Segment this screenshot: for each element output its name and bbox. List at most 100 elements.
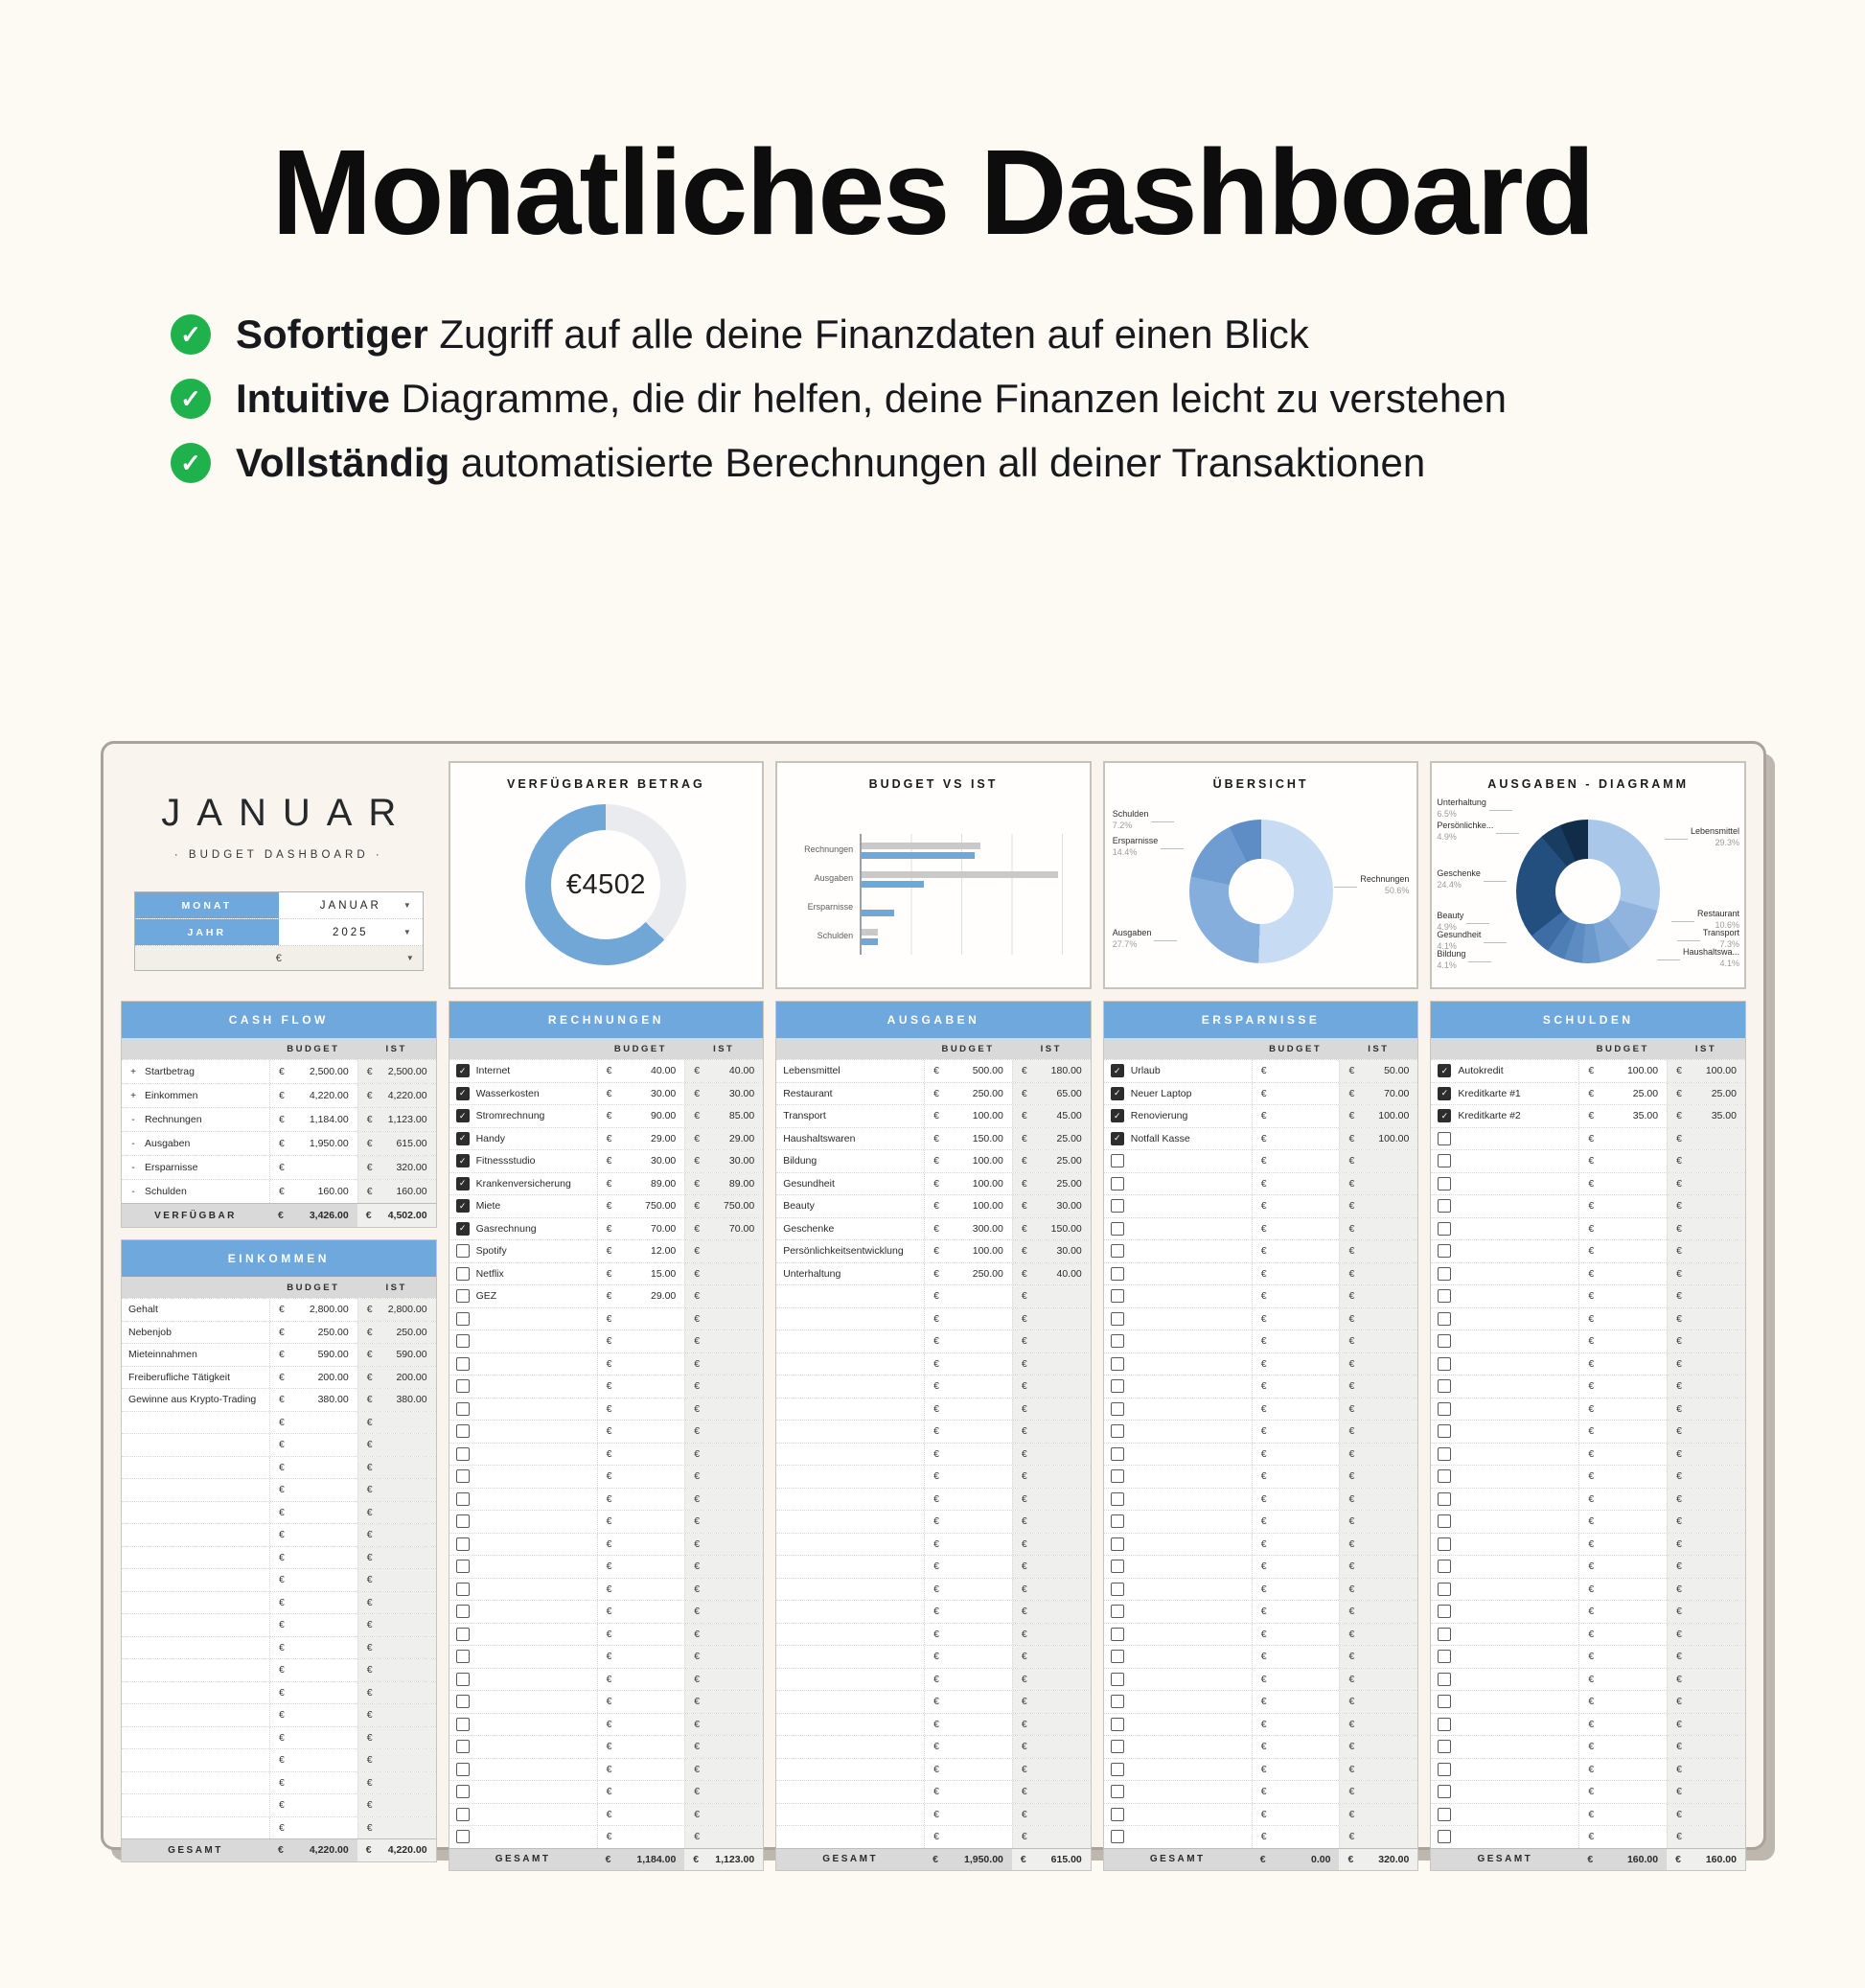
budget-cell[interactable]: € <box>1251 1488 1340 1510</box>
row-label-cell[interactable] <box>776 1691 924 1713</box>
checkbox-unchecked[interactable] <box>455 1672 470 1686</box>
month-select[interactable]: JANUAR ▼ <box>278 892 423 918</box>
checkbox-unchecked[interactable] <box>1438 1131 1452 1145</box>
budget-cell[interactable]: € <box>924 1758 1012 1780</box>
budget-cell[interactable]: € <box>596 1488 685 1510</box>
ist-cell[interactable]: € <box>684 1623 764 1645</box>
ist-cell[interactable]: € <box>1667 1646 1745 1668</box>
row-label-cell[interactable]: Gehalt <box>122 1299 269 1321</box>
ist-cell[interactable]: € <box>1011 1736 1091 1758</box>
ist-cell[interactable]: € <box>684 1713 764 1735</box>
checkbox-unchecked[interactable] <box>1438 1491 1452 1506</box>
checkbox-unchecked[interactable] <box>1110 1695 1124 1709</box>
ist-cell[interactable]: €70.00 <box>684 1217 764 1239</box>
row-label-cell[interactable] <box>1104 1759 1252 1781</box>
ist-cell[interactable]: € <box>1339 1352 1418 1375</box>
ist-cell[interactable]: € <box>684 1781 764 1803</box>
checkbox-unchecked[interactable] <box>1438 1650 1452 1664</box>
ist-cell[interactable]: € <box>357 1614 436 1636</box>
row-label-cell[interactable] <box>449 1511 597 1533</box>
checkbox-unchecked[interactable] <box>1110 1356 1124 1371</box>
budget-cell[interactable]: €500.00 <box>924 1060 1012 1082</box>
ist-cell[interactable]: € <box>1011 1488 1091 1510</box>
budget-cell[interactable]: € <box>596 1668 685 1690</box>
ist-cell[interactable]: €25.00 <box>1011 1172 1091 1194</box>
budget-cell[interactable]: € <box>596 1421 685 1443</box>
row-label-cell[interactable]: Geschenke <box>776 1218 924 1240</box>
ist-cell[interactable]: €25.00 <box>1011 1127 1091 1149</box>
row-label-cell[interactable] <box>1104 1466 1252 1488</box>
ist-cell[interactable]: €40.00 <box>684 1060 764 1082</box>
ist-cell[interactable]: € <box>1667 1421 1745 1443</box>
row-label-cell[interactable] <box>1431 1353 1578 1375</box>
ist-cell[interactable]: €35.00 <box>1667 1105 1745 1127</box>
ist-cell[interactable]: €25.00 <box>1667 1082 1745 1104</box>
ist-cell[interactable]: €2,800.00 <box>357 1299 436 1321</box>
row-label-cell[interactable] <box>449 1534 597 1556</box>
row-label-cell[interactable] <box>449 1669 597 1691</box>
ist-cell[interactable]: €85.00 <box>684 1105 764 1127</box>
checkbox-unchecked[interactable] <box>1438 1244 1452 1259</box>
row-label-cell[interactable] <box>1104 1534 1252 1556</box>
ist-cell[interactable]: € <box>684 1307 764 1329</box>
row-label-cell[interactable]: + Startbetrag <box>122 1060 269 1083</box>
budget-cell[interactable]: € <box>1251 1578 1340 1600</box>
ist-cell[interactable]: € <box>1011 1668 1091 1690</box>
budget-cell[interactable]: € <box>1251 1601 1340 1623</box>
budget-cell[interactable]: € <box>1578 1691 1667 1713</box>
budget-cell[interactable]: € <box>1251 1713 1340 1735</box>
row-label-cell[interactable] <box>1431 1173 1578 1195</box>
row-label-cell[interactable] <box>1431 1646 1578 1668</box>
row-label-cell[interactable] <box>776 1285 924 1307</box>
checkbox-unchecked[interactable] <box>1110 1311 1124 1326</box>
ist-cell[interactable]: € <box>684 1736 764 1758</box>
budget-cell[interactable]: € <box>924 1398 1012 1420</box>
checkbox-unchecked[interactable] <box>1110 1830 1124 1844</box>
ist-cell[interactable]: € <box>1667 1172 1745 1194</box>
row-label-cell[interactable]: ✓ Fitnessstudio <box>449 1150 597 1172</box>
budget-cell[interactable]: € <box>1251 1556 1340 1578</box>
budget-cell[interactable]: € <box>596 1533 685 1555</box>
ist-cell[interactable]: € <box>1339 1421 1418 1443</box>
row-label-cell[interactable] <box>776 1781 924 1803</box>
ist-cell[interactable]: € <box>1011 1285 1091 1307</box>
budget-cell[interactable]: € <box>1251 1466 1340 1488</box>
row-label-cell[interactable] <box>776 1759 924 1781</box>
budget-cell[interactable]: € <box>268 1749 357 1771</box>
budget-cell[interactable]: €30.00 <box>596 1082 685 1104</box>
ist-cell[interactable]: € <box>684 1443 764 1465</box>
ist-cell[interactable]: € <box>1339 1398 1418 1420</box>
row-label-cell[interactable] <box>449 1826 597 1848</box>
ist-cell[interactable]: € <box>1011 1398 1091 1420</box>
row-label-cell[interactable] <box>1431 1263 1578 1285</box>
checkbox-unchecked[interactable] <box>1438 1627 1452 1641</box>
row-label-cell[interactable] <box>1104 1375 1252 1398</box>
checkbox-unchecked[interactable] <box>455 1785 470 1799</box>
checkbox-unchecked[interactable] <box>1110 1582 1124 1596</box>
ist-cell[interactable]: € <box>1011 1443 1091 1465</box>
checkbox-unchecked[interactable] <box>1110 1154 1124 1168</box>
row-label-cell[interactable] <box>449 1308 597 1330</box>
row-label-cell[interactable]: - Ausgaben <box>122 1132 269 1155</box>
budget-cell[interactable]: € <box>924 1488 1012 1510</box>
ist-cell[interactable]: € <box>1011 1533 1091 1555</box>
row-label-cell[interactable] <box>1104 1646 1252 1668</box>
row-label-cell[interactable] <box>1104 1308 1252 1330</box>
ist-cell[interactable]: € <box>1011 1375 1091 1398</box>
budget-cell[interactable]: € <box>596 1691 685 1713</box>
ist-cell[interactable]: €1,123.00 <box>357 1108 436 1131</box>
row-label-cell[interactable] <box>1431 1534 1578 1556</box>
budget-cell[interactable]: € <box>1578 1127 1667 1149</box>
ist-cell[interactable]: € <box>1667 1307 1745 1329</box>
row-label-cell[interactable]: Transport <box>776 1105 924 1127</box>
ist-cell[interactable]: €4,220.00 <box>357 1839 436 1861</box>
ist-cell[interactable]: € <box>684 1352 764 1375</box>
row-label-cell[interactable] <box>1431 1759 1578 1781</box>
budget-cell[interactable]: €590.00 <box>268 1344 357 1366</box>
ist-cell[interactable]: € <box>1011 1330 1091 1352</box>
budget-cell[interactable]: €100.00 <box>1578 1060 1667 1082</box>
budget-cell[interactable]: € <box>268 1479 357 1501</box>
row-label-cell[interactable]: - Ersparnisse <box>122 1156 269 1179</box>
row-label-cell[interactable] <box>449 1781 597 1803</box>
checkbox-checked[interactable]: ✓ <box>1438 1109 1452 1123</box>
